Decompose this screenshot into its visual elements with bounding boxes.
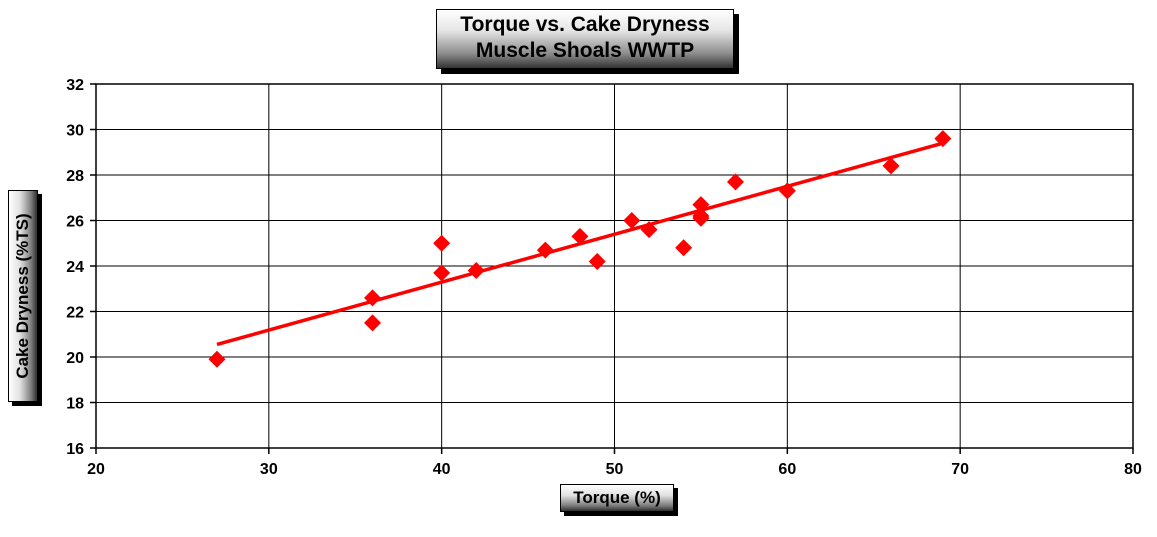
data-point-diamond [364,314,382,332]
data-point-diamond [882,157,900,175]
data-point-diamond [692,196,710,214]
data-point-diamond [364,289,382,307]
data-point-diamond [536,241,554,259]
x-tick-label: 30 [260,461,278,478]
data-point-diamond [571,227,589,245]
x-axis-label-box: Torque (%) [560,484,674,512]
data-point-diamond [433,234,451,252]
y-tick-label: 26 [66,214,84,231]
x-axis-ticks: 20 30 40 50 60 70 80 [87,448,1142,478]
data-point-diamond [934,130,952,148]
data-point-diamond [726,173,744,191]
data-point-diamond [778,182,796,200]
data-points [208,130,952,368]
data-point-diamond [640,221,658,239]
data-point-diamond [433,264,451,282]
x-tick-label: 60 [778,461,796,478]
y-tick-label: 28 [66,168,84,185]
chart-title: Torque vs. Cake Dryness [460,13,710,36]
y-tick-label: 30 [66,123,84,140]
chart-subtitle: Muscle Shoals WWTP [475,39,695,62]
y-axis-label: Cake Dryness (%TS) [13,213,32,379]
grid-lines [95,83,1134,449]
y-tick-label: 16 [66,441,84,458]
y-tick-label: 18 [66,396,84,413]
y-tick-label: 20 [66,350,84,367]
x-tick-label: 20 [87,461,105,478]
y-axis-ticks: 16 18 20 22 24 26 28 30 32 [66,77,96,458]
x-tick-label: 70 [951,461,969,478]
y-axis-label-box: Cake Dryness (%TS) [8,190,38,402]
data-point-diamond [675,239,693,257]
x-axis-label: Torque (%) [573,488,661,507]
data-point-diamond [208,350,226,368]
data-point-diamond [623,212,641,229]
x-tick-label: 40 [433,461,451,478]
chart-title-box: Torque vs. Cake Dryness Muscle Shoals WW… [436,9,734,69]
y-tick-label: 24 [66,259,84,276]
y-tick-label: 32 [66,77,84,94]
y-tick-label: 22 [66,305,84,322]
data-point-diamond [588,252,606,270]
x-tick-label: 80 [1124,461,1142,478]
x-tick-label: 50 [606,461,624,478]
data-point-diamond [467,262,485,280]
data-point-diamond [692,207,710,225]
